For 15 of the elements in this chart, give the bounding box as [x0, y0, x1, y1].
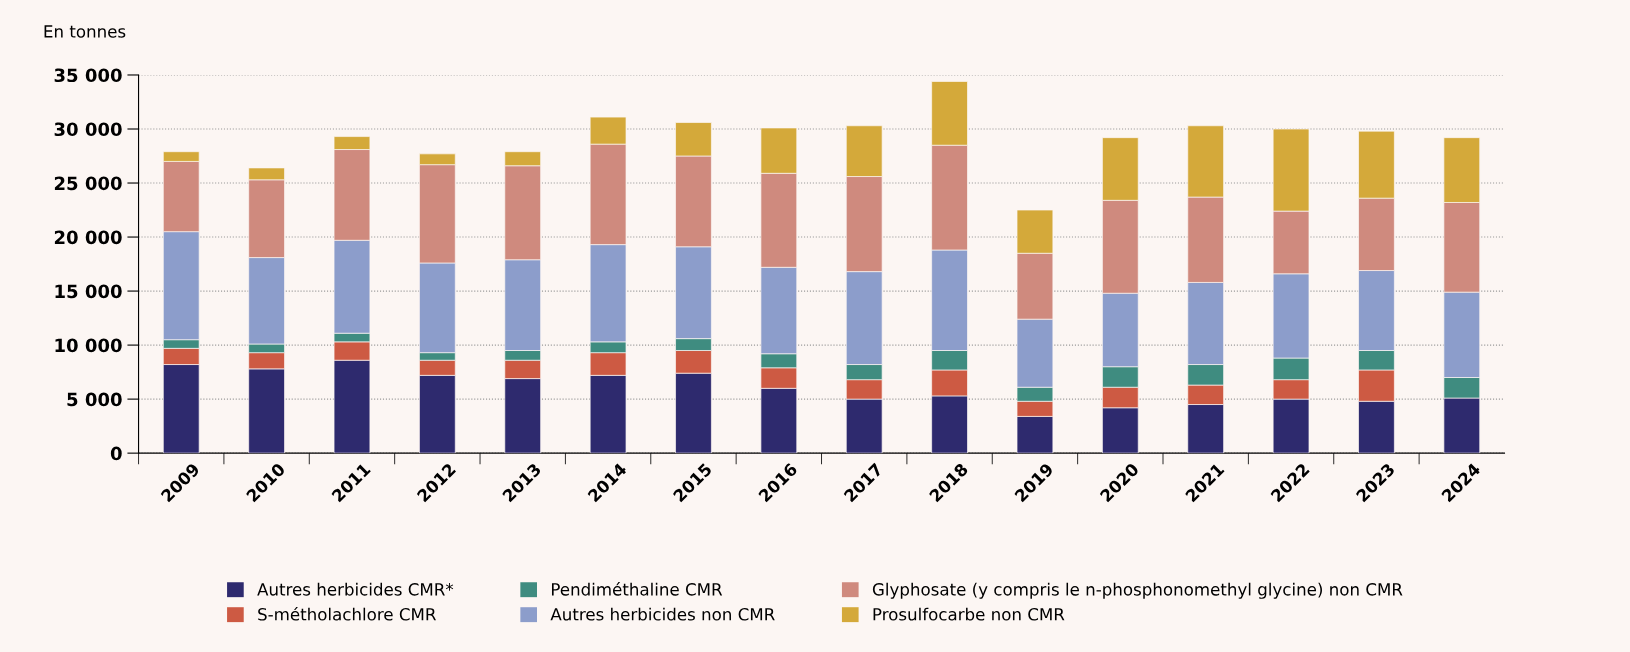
- y-tick-label: 10 000: [55, 338, 122, 353]
- legend-label: Pendiméthaline CMR: [551, 582, 723, 596]
- y-axis-title: En tonnes: [44, 25, 126, 38]
- legend-label: Glyphosate (y compris le n-phosphonomethyl glycine) non CMR: [872, 582, 1403, 599]
- y-tick-label: 0: [110, 446, 122, 461]
- legend-label: Autres herbicides CMR*: [257, 582, 454, 596]
- y-tick-label: 25 000: [54, 176, 122, 191]
- y-tick-label: 30 000: [54, 122, 122, 137]
- y-tick-label: 20 000: [54, 230, 122, 245]
- y-tick-label: 15 000: [55, 284, 122, 299]
- legend-label: Autres herbicides non CMR: [550, 607, 775, 621]
- legend-label: Prosulfocarbe non CMR: [873, 607, 1065, 621]
- y-tick-label: 5 000: [67, 392, 122, 407]
- legend-label: S-métholachlore CMR: [258, 607, 436, 621]
- y-tick-label: 35 000: [54, 68, 122, 83]
